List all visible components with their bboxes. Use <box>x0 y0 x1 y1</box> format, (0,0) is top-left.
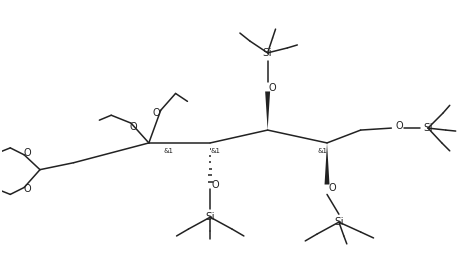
Text: O: O <box>129 122 137 132</box>
Text: &1: &1 <box>317 148 327 154</box>
Text: O: O <box>328 183 336 194</box>
Text: &1: &1 <box>163 148 174 154</box>
Text: O: O <box>269 82 276 93</box>
Text: Si: Si <box>206 212 215 222</box>
Text: Si: Si <box>334 217 344 227</box>
Text: &1: &1 <box>210 148 220 154</box>
Text: O: O <box>211 180 219 189</box>
Polygon shape <box>265 91 270 130</box>
Text: O: O <box>23 185 31 194</box>
Text: O: O <box>395 121 403 131</box>
Text: Si: Si <box>263 48 272 58</box>
Text: O: O <box>23 148 31 158</box>
Polygon shape <box>325 143 330 185</box>
Text: Si: Si <box>423 123 433 133</box>
Text: O: O <box>153 108 161 118</box>
